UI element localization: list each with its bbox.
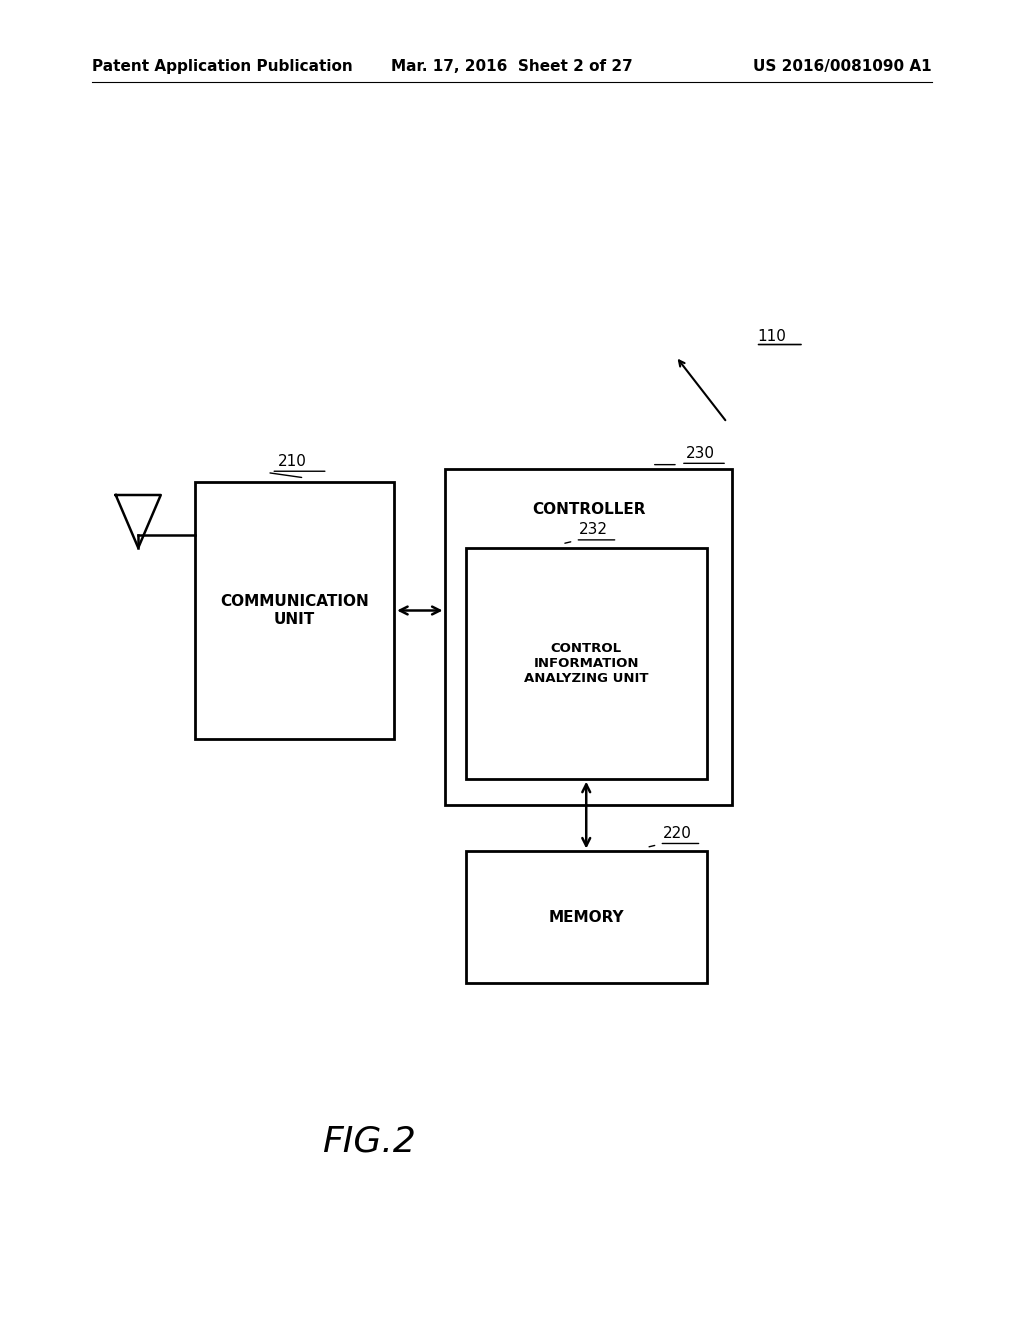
Text: US 2016/0081090 A1: US 2016/0081090 A1 <box>754 59 932 74</box>
Text: MEMORY: MEMORY <box>549 909 624 925</box>
Text: 232: 232 <box>579 523 607 537</box>
Text: FIG.2: FIG.2 <box>322 1125 416 1159</box>
Text: Patent Application Publication: Patent Application Publication <box>92 59 353 74</box>
Text: 230: 230 <box>686 446 715 461</box>
FancyBboxPatch shape <box>466 548 707 779</box>
Text: COMMUNICATION
UNIT: COMMUNICATION UNIT <box>220 594 369 627</box>
FancyBboxPatch shape <box>445 469 732 805</box>
Text: 220: 220 <box>663 826 691 841</box>
Text: Mar. 17, 2016  Sheet 2 of 27: Mar. 17, 2016 Sheet 2 of 27 <box>391 59 633 74</box>
Text: CONTROLLER: CONTROLLER <box>532 502 645 516</box>
Text: CONTROL
INFORMATION
ANALYZING UNIT: CONTROL INFORMATION ANALYZING UNIT <box>524 642 648 685</box>
FancyBboxPatch shape <box>466 851 707 983</box>
Text: 210: 210 <box>278 454 306 469</box>
FancyBboxPatch shape <box>195 482 394 739</box>
Text: 110: 110 <box>758 329 786 345</box>
